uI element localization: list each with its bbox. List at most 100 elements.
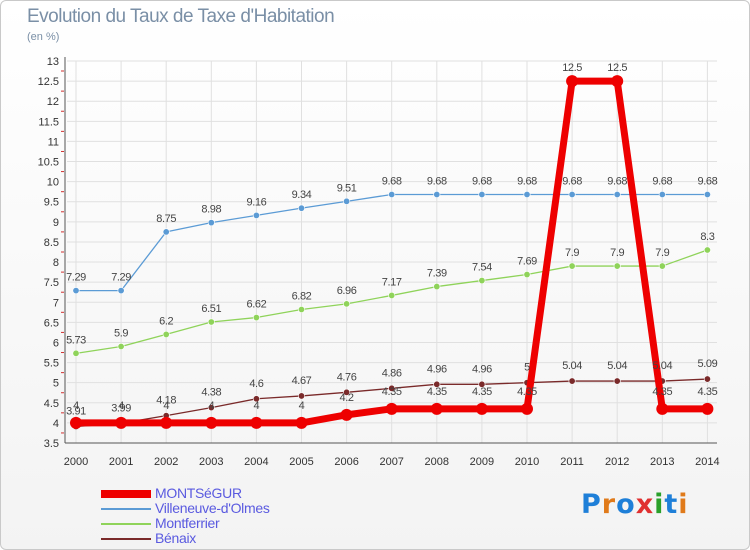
logo-letter: t [664,489,679,520]
legend-swatch [101,538,151,540]
axes: 3.5 4 4.5 5 5.5 6 6.5 7 7.5 8 8.5 9 9.5 10 10.5 11 11.5 1… [38,56,720,468]
data-label: 9.68 [472,175,492,187]
y-tick-label: 4 [53,418,59,430]
data-label: 4.67 [292,375,312,387]
data-label: 9.16 [246,196,266,208]
data-point [70,416,82,429]
x-tick-label: 2004 [244,456,268,468]
data-point [388,291,396,299]
data-label: 4.35 [472,386,492,398]
data-label: 5.73 [66,334,86,346]
data-point [117,287,125,295]
y-tick-label: 10.5 [38,157,59,169]
x-tick-label: 2006 [334,456,358,468]
legend-swatch [101,523,151,525]
logo-letter: r [601,489,617,520]
data-label: 4.18 [156,395,176,407]
data-label: 7.54 [472,262,492,274]
data-point [115,416,128,429]
data-label: 4.2 [340,392,354,404]
x-tick-label: 2013 [650,456,674,468]
data-label: 7.9 [655,247,669,259]
data-point [250,416,263,429]
data-label: 8.98 [201,204,221,216]
x-tick-label: 2011 [560,456,584,468]
data-point [72,287,80,295]
logo-letter: x [635,489,655,520]
data-label: 7.9 [610,247,624,259]
data-label: 4.6 [249,378,263,390]
data-point [297,204,305,212]
data-point [701,402,714,415]
data-label: 4 [299,400,305,412]
logo-letter: o [616,489,636,520]
data-point [162,228,170,236]
data-labels: 4 4 4 4 4 4 4.2 4.35 4.35 4.35 4.35 12.5 12.5 4.35 4.3… [66,62,718,418]
data-label: 3.91 [66,406,86,418]
data-label: 5 [524,362,530,374]
x-tick-label: 2002 [154,456,178,468]
y-tick-label: 4.5 [44,398,59,410]
data-label: 4.86 [382,367,402,379]
data-label: 12.5 [607,62,627,74]
x-tick-label: 2003 [199,456,223,468]
data-point [340,408,353,421]
data-point [611,75,624,88]
y-tick-label: 6.5 [44,317,59,329]
data-point [613,377,621,385]
series [70,75,714,431]
y-tick-label: 9 [53,217,59,229]
legend-label: Montferrier [155,515,220,531]
data-label: 4.76 [337,371,357,383]
data-point [568,262,576,270]
data-label: 4.38 [201,387,221,399]
data-label: 4.35 [697,386,717,398]
data-point [433,380,441,388]
data-label: 8.75 [156,213,176,225]
data-point [523,190,531,198]
x-tick-label: 2001 [109,456,133,468]
y-tick-label: 7 [53,297,59,309]
legend-item: Bénaix [101,530,401,547]
data-point [252,395,260,403]
x-tick-label: 2007 [379,456,403,468]
x-tick-label: 2012 [605,456,629,468]
y-tick-label: 12 [47,96,59,108]
data-label: 6.96 [337,285,357,297]
data-label: 7.69 [517,256,537,268]
data-point [343,300,351,308]
legend-item: Montferrier [101,515,401,532]
data-label: 9.68 [382,175,402,187]
y-tick-label: 5 [53,378,59,390]
data-label: 4 [163,400,169,412]
data-point [703,246,711,254]
data-label: 5.09 [697,358,717,370]
data-label: 6.51 [201,303,221,315]
y-tick-label: 3.5 [44,438,59,450]
logo-letter: P [581,489,602,520]
data-label: 9.68 [652,175,672,187]
data-point [207,219,215,227]
data-label: 7.39 [427,268,447,280]
data-label: 4.96 [472,363,492,375]
data-point [385,402,398,415]
data-point [656,402,669,415]
data-point [475,402,488,415]
data-point [433,283,441,291]
data-label: 9.51 [337,182,357,194]
data-label: 9.68 [697,175,717,187]
y-tick-label: 8.5 [44,237,59,249]
legend-label: MONTSéGUR [155,485,242,501]
data-point [568,190,576,198]
data-label: 4 [254,400,260,412]
data-label: 4.35 [652,386,672,398]
data-label: 4.35 [517,386,537,398]
y-tick-label: 8 [53,257,59,269]
y-tick-label: 6 [53,337,59,349]
data-label: 5.04 [562,360,582,372]
y-tick-label: 5.5 [44,358,59,370]
legend-swatch [101,490,151,498]
data-point [613,262,621,270]
data-label: 6.62 [246,299,266,311]
